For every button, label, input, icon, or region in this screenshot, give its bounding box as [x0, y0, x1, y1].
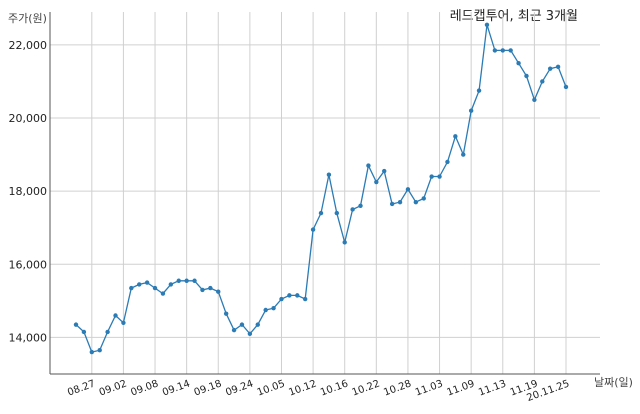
data-point: [263, 307, 268, 313]
data-point: [413, 199, 419, 205]
data-point: [350, 207, 355, 212]
data-point: [271, 305, 276, 311]
x-tick-label: 09.14: [161, 378, 192, 398]
data-point: [374, 179, 379, 185]
data-point: [231, 327, 237, 333]
x-tick-label: 10.28: [382, 378, 413, 398]
data-point: [216, 289, 221, 294]
data-point: [453, 134, 458, 139]
data-point: [200, 287, 205, 293]
data-point: [524, 73, 529, 79]
data-point: [318, 210, 324, 216]
data-point: [389, 201, 395, 207]
data-point: [405, 187, 411, 192]
data-point: [342, 240, 347, 245]
data-point: [176, 278, 181, 283]
data-point: [160, 291, 166, 296]
data-point: [326, 172, 332, 177]
data-point: [445, 159, 450, 165]
data-point: [73, 322, 79, 327]
data-point: [255, 322, 260, 327]
data-point: [500, 48, 505, 53]
data-point: [113, 313, 118, 318]
data-point: [137, 282, 142, 287]
data-point: [121, 320, 126, 326]
data-point: [334, 210, 340, 216]
data-point: [476, 88, 482, 93]
data-point: [89, 349, 95, 355]
x-tick-label: 09.18: [193, 378, 224, 398]
data-point: [532, 97, 537, 102]
x-tick-label: 10.16: [319, 378, 350, 398]
y-tick-label: 14,000: [9, 331, 48, 344]
data-point: [547, 66, 553, 71]
data-point: [358, 203, 363, 208]
x-tick-label: 11.09: [446, 378, 477, 398]
data-point: [239, 322, 245, 327]
data-point: [555, 64, 561, 70]
y-tick-label: 22,000: [9, 39, 48, 52]
y-tick-label: 18,000: [9, 185, 48, 198]
data-point: [461, 152, 466, 157]
x-tick-label: 09.02: [98, 378, 129, 398]
data-point: [168, 282, 174, 287]
y-tick-label: 16,000: [9, 258, 48, 271]
data-point: [516, 60, 521, 66]
data-point: [429, 174, 434, 179]
x-tick-label: 09.24: [224, 378, 255, 398]
data-point: [81, 329, 87, 335]
data-point: [129, 285, 134, 291]
data-point: [208, 285, 213, 291]
data-point: [366, 163, 371, 168]
data-point: [105, 329, 110, 335]
data-point: [223, 311, 229, 316]
y-axis-label: 주가(원): [8, 12, 47, 25]
x-tick-label: 10.22: [351, 378, 382, 398]
data-point: [540, 79, 545, 84]
x-tick-labels: 08.27 09.02 09.08 09.14 09.18 09.24 10.05 10.12…: [66, 378, 571, 404]
x-tick-label: 08.27: [66, 378, 97, 398]
data-point: [382, 168, 387, 174]
data-point: [247, 331, 253, 336]
x-tick-label: 11.03: [414, 378, 445, 398]
data-series: [73, 22, 569, 355]
data-point: [468, 108, 474, 113]
x-tick-label: 11.13: [477, 378, 508, 398]
data-point: [295, 293, 300, 298]
data-point: [437, 174, 442, 179]
data-point: [492, 48, 498, 53]
data-point: [97, 348, 102, 353]
x-tick-label: 10.05: [256, 378, 287, 398]
data-point: [287, 293, 292, 298]
data-point: [484, 22, 490, 27]
axes: [49, 12, 600, 375]
data-point: [302, 296, 308, 302]
chart-title: 레드캡투어, 최근 3개월: [449, 9, 578, 24]
grid-lines: [50, 12, 600, 374]
data-point: [184, 278, 189, 283]
x-tick-label: 09.08: [129, 378, 160, 398]
data-point: [192, 278, 197, 283]
data-point: [310, 227, 316, 232]
data-point: [152, 285, 158, 291]
data-point: [563, 84, 569, 90]
data-point: [279, 296, 284, 302]
data-point: [421, 196, 426, 201]
x-axis-label: 날짜(일): [594, 376, 633, 389]
series-line: [75, 24, 567, 353]
y-tick-labels: 14,000 16,000 18,000 20,000 22,000: [9, 39, 48, 345]
data-point: [397, 199, 403, 205]
data-point: [144, 280, 150, 285]
y-tick-label: 20,000: [9, 112, 48, 125]
x-tick-label: 10.12: [287, 378, 318, 398]
data-point: [508, 48, 513, 53]
